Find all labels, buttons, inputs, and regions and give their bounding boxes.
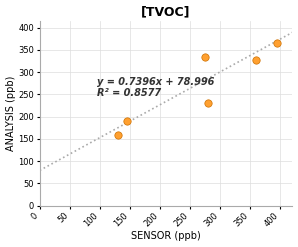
Title: [TVOC]: [TVOC] [141, 5, 191, 19]
X-axis label: SENSOR (ppb): SENSOR (ppb) [131, 231, 201, 242]
Point [116, 133, 120, 137]
Text: y = 0.7396x + 78.996
R² = 0.8577: y = 0.7396x + 78.996 R² = 0.8577 [97, 77, 214, 98]
Point [254, 58, 259, 62]
Point [206, 101, 211, 105]
Y-axis label: ANALYSIS (ppb): ANALYSIS (ppb) [6, 76, 15, 151]
Point [125, 119, 129, 123]
Point [275, 41, 280, 45]
Point [203, 55, 208, 59]
